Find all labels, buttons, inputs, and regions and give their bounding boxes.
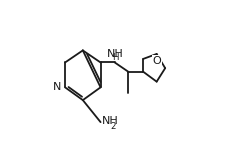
- Text: H: H: [112, 53, 119, 62]
- Text: NH: NH: [106, 49, 123, 59]
- Text: NH: NH: [102, 116, 119, 126]
- Text: 2: 2: [110, 122, 116, 131]
- Text: O: O: [152, 56, 161, 66]
- Text: N: N: [53, 82, 62, 92]
